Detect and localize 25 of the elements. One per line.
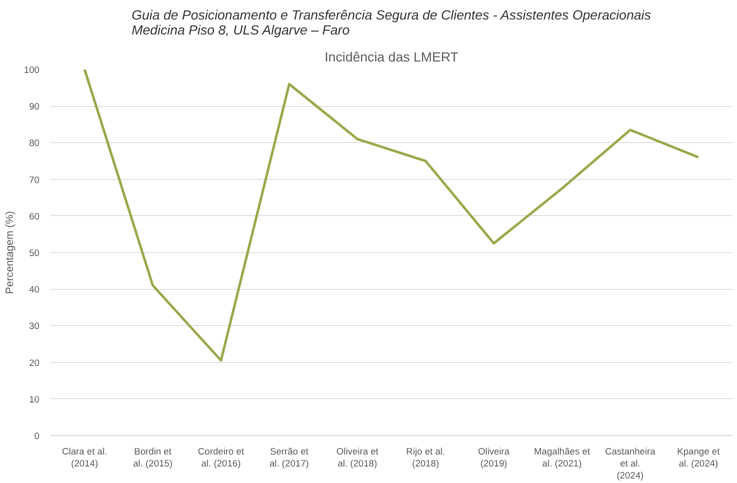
x-tick-label: Rijo et al. (2018): [406, 446, 446, 468]
chart-subtitle: Incidência das LMERT: [324, 50, 458, 64]
x-tick-label: Oliveira et al. (2018): [336, 446, 379, 468]
y-tick-label: 10: [29, 394, 40, 404]
y-tick-label: 90: [29, 102, 40, 112]
x-tick-label: Oliveira (2019): [478, 446, 510, 468]
y-tick-label: 50: [29, 248, 40, 258]
x-tick-label: Clara et al. (2014): [62, 446, 108, 468]
x-tick-label: Cordeiro et al. (2016): [198, 446, 244, 468]
x-tick-label: Magalhães et al. (2021): [534, 446, 590, 468]
x-tick-label: Kpange et al. (2024): [677, 446, 720, 468]
y-tick-label: 70: [29, 174, 40, 185]
y-tick-label: 60: [29, 211, 40, 222]
y-axis-title: Percentagem (%): [4, 211, 16, 294]
y-tick-label: 20: [29, 358, 40, 368]
y-tick-label: 0: [34, 431, 40, 441]
y-tick-label: 100: [24, 65, 40, 75]
x-tick-label: Bordin et al. (2015): [133, 446, 173, 468]
chart-title: Guia de Posicionamento e Transferência Segura de Clientes - Assistentes Operacionais Medicina Piso 8, ULS Algarve – Faro: [132, 8, 652, 38]
x-tick-label: Serrão et al. (2017): [269, 446, 309, 468]
line-series: [83, 70, 700, 362]
y-tick-label: 40: [29, 284, 40, 295]
y-tick-label: 30: [29, 321, 40, 332]
y-tick-label: 80: [29, 138, 40, 148]
x-tick-label: Castanheira et al. (2024): [605, 446, 656, 480]
